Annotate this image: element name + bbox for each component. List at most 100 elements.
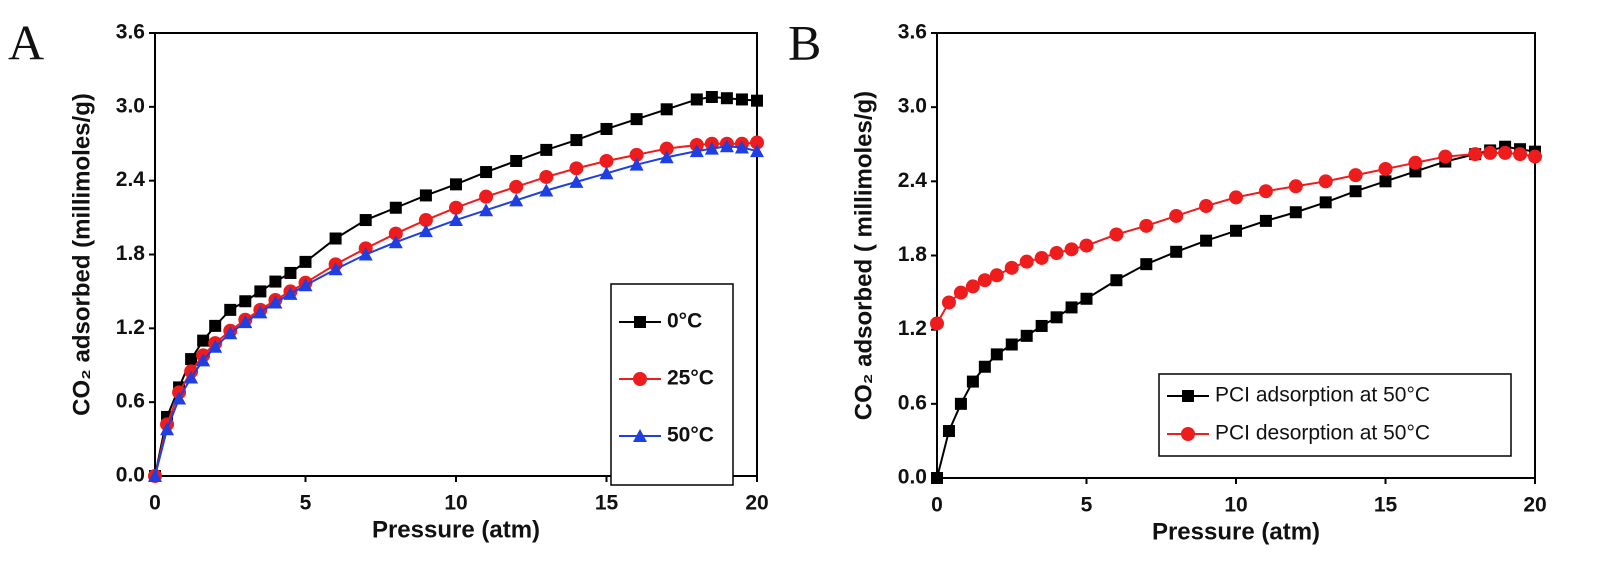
marker — [1035, 319, 1048, 332]
y-tick-label: 0.0 — [898, 466, 927, 489]
legend-marker — [1181, 427, 1195, 441]
marker — [479, 203, 494, 217]
marker — [1378, 161, 1393, 176]
marker — [185, 353, 198, 366]
marker — [359, 214, 372, 227]
panel-label: B — [788, 14, 821, 70]
y-tick-label: 1.2 — [898, 317, 927, 340]
x-tick-label: 0 — [931, 494, 943, 517]
marker — [160, 422, 175, 436]
marker — [1005, 338, 1018, 351]
x-axis-label: Pressure (atm) — [372, 516, 540, 543]
marker — [510, 154, 523, 167]
marker — [1020, 329, 1033, 342]
marker — [990, 348, 1003, 361]
y-tick-label: 2.4 — [116, 168, 146, 191]
y-axis-label: CO₂ adsorbed ( millimoles/g) — [850, 91, 877, 420]
marker — [480, 166, 493, 179]
marker — [196, 353, 211, 367]
y-tick-label: 3.0 — [116, 94, 145, 117]
marker — [1050, 311, 1063, 324]
marker — [1438, 149, 1453, 164]
marker — [1034, 250, 1049, 265]
marker — [1109, 227, 1124, 242]
y-tick-label: 3.6 — [898, 21, 927, 44]
marker — [705, 90, 718, 103]
marker — [449, 200, 463, 215]
marker — [750, 144, 764, 158]
marker — [1528, 149, 1542, 164]
marker — [268, 295, 283, 309]
legend-marker — [633, 429, 647, 442]
marker — [977, 273, 992, 288]
marker — [238, 315, 253, 329]
marker — [1483, 145, 1498, 160]
marker — [1513, 147, 1528, 162]
marker — [1408, 155, 1423, 170]
marker — [734, 140, 749, 154]
marker — [1289, 206, 1302, 219]
marker — [1110, 274, 1123, 287]
marker — [1169, 208, 1184, 223]
x-tick-label: 20 — [1523, 494, 1546, 517]
marker — [689, 144, 704, 158]
marker — [358, 247, 373, 261]
legend-marker — [633, 372, 647, 386]
marker — [239, 295, 252, 308]
legend-label: 25°C — [667, 367, 714, 390]
legend-label: 50°C — [667, 424, 714, 447]
legend-marker — [634, 316, 646, 328]
marker — [1498, 145, 1513, 160]
marker — [1170, 245, 1183, 258]
marker — [509, 193, 524, 207]
marker — [630, 113, 643, 126]
marker — [989, 268, 1004, 283]
marker — [599, 166, 614, 180]
marker — [284, 266, 297, 279]
marker — [941, 295, 956, 310]
marker — [418, 224, 433, 238]
marker — [750, 135, 764, 150]
y-tick-label: 1.8 — [116, 242, 146, 265]
marker — [1230, 224, 1242, 237]
marker — [540, 143, 553, 156]
legend-label: PCI desorption at 50°C — [1215, 422, 1430, 445]
marker — [600, 122, 613, 135]
marker — [1348, 168, 1363, 183]
x-tick-label: 5 — [300, 492, 312, 515]
marker — [299, 255, 312, 268]
legend-box — [610, 283, 734, 486]
marker — [184, 370, 199, 384]
marker — [269, 275, 282, 288]
marker — [629, 147, 644, 162]
y-tick-label: 0.6 — [116, 390, 145, 413]
marker — [328, 262, 343, 276]
y-tick-label: 2.4 — [898, 169, 928, 192]
marker — [1349, 185, 1362, 198]
x-tick-label: 15 — [1374, 494, 1398, 517]
x-tick-label: 15 — [595, 492, 619, 515]
marker — [719, 139, 734, 153]
marker — [224, 303, 237, 316]
marker — [197, 334, 210, 347]
marker — [1379, 175, 1392, 188]
marker — [570, 134, 583, 147]
marker — [930, 316, 944, 331]
marker — [1004, 260, 1019, 275]
y-tick-label: 3.6 — [116, 21, 145, 44]
marker — [660, 103, 673, 116]
marker — [704, 141, 719, 155]
marker — [569, 174, 584, 188]
y-tick-label: 1.8 — [898, 243, 928, 266]
marker — [389, 201, 402, 214]
marker — [659, 150, 674, 164]
x-tick-label: 5 — [1081, 494, 1093, 517]
marker — [449, 213, 463, 227]
marker — [253, 305, 268, 319]
x-tick-label: 20 — [745, 492, 768, 515]
y-axis-label: CO₂ adsorbed (millimoles/g) — [68, 93, 95, 416]
marker — [509, 179, 524, 194]
marker — [223, 326, 238, 340]
marker — [388, 226, 403, 241]
marker — [751, 94, 763, 107]
